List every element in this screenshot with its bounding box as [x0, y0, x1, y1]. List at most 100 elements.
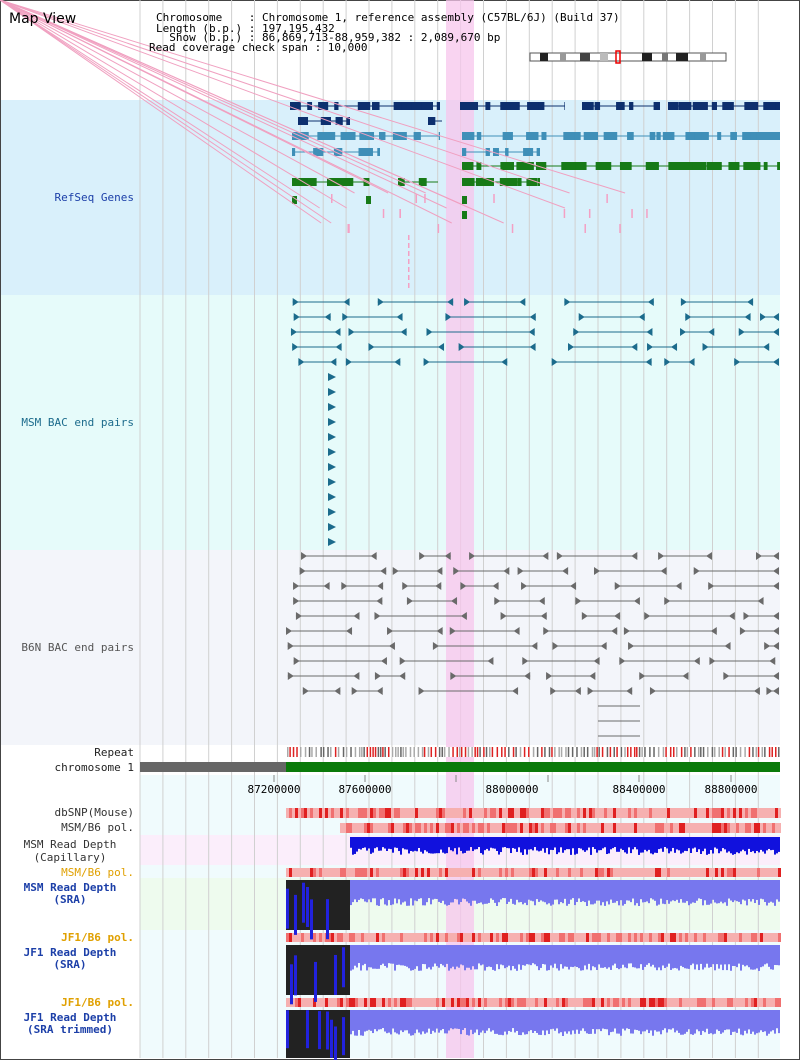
depth-bar — [592, 880, 594, 905]
polymorphism-bin — [766, 868, 769, 877]
bac-end-marker — [293, 582, 300, 590]
depth-bar — [374, 1010, 376, 1030]
track-label-jf1-b6-pol[interactable]: JF1/B6 pol. — [61, 931, 134, 944]
repeat-element — [778, 747, 780, 757]
depth-bar — [636, 837, 638, 850]
track-label-chromosome[interactable]: chromosome 1 — [54, 761, 134, 774]
track-label-dbsnp[interactable]: dbSNP(Mouse) — [54, 806, 134, 819]
depth-bar — [728, 1010, 730, 1030]
polymorphism-bin — [439, 868, 442, 877]
polymorphism-bin — [604, 933, 607, 942]
info-coverage-span: Read coverage check span : 10,000 — [149, 41, 368, 54]
repeat-element — [304, 747, 307, 757]
polymorphism-bin — [751, 808, 754, 818]
bac-end-marker — [531, 642, 538, 650]
depth-bar — [726, 1010, 728, 1030]
polymorphism-bin — [583, 998, 586, 1007]
track-label-msm-depth-cap[interactable]: MSM Read Depth — [23, 838, 117, 851]
polymorphism-bin — [760, 868, 763, 877]
info-length: Length (b.p.) : 197,195,432 — [156, 22, 335, 35]
depth-bar — [648, 945, 650, 964]
track-label-msm-b6-pol[interactable]: MSM/B6 pol. — [61, 821, 134, 834]
track-label-jf1-depth-sra[interactable]: JF1 Read Depth — [23, 946, 117, 959]
track-label-repeat[interactable]: Repeat — [94, 746, 134, 759]
polymorphism-bin — [406, 933, 409, 942]
depth-bar — [510, 837, 512, 854]
bac-end-marker — [538, 597, 545, 605]
depth-bar — [354, 880, 356, 900]
bac-end-marker — [680, 328, 687, 336]
depth-bar — [544, 1010, 546, 1036]
depth-bar — [526, 837, 528, 855]
polymorphism-bin — [610, 868, 613, 877]
depth-bar — [286, 888, 289, 929]
repeat-features[interactable] — [287, 747, 780, 757]
polymorphism-bin — [469, 998, 472, 1007]
bac-end-marker — [639, 672, 646, 680]
refseq-gene-features[interactable] — [0, 0, 780, 288]
gene-exon — [775, 102, 780, 110]
depth-bar — [388, 837, 390, 849]
polymorphism-bin — [760, 823, 763, 833]
pseudo-gene — [646, 209, 648, 218]
polymorphism-bin — [322, 808, 325, 818]
gene-exon — [462, 162, 474, 170]
depth-bar — [574, 880, 576, 906]
depth-bar — [764, 945, 766, 965]
track-label-jf1-b6-pol-2[interactable]: JF1/B6 pol. — [61, 996, 134, 1009]
track-label-refseq[interactable]: RefSeq Genes — [54, 191, 134, 204]
polymorphism-bin — [559, 933, 562, 942]
depth-bar — [590, 1010, 592, 1034]
gene-exon — [310, 178, 317, 186]
depth-bar — [600, 1010, 602, 1032]
polymorphism-bin — [295, 933, 298, 942]
bac-end-marker — [450, 672, 457, 680]
polymorphism-bin — [772, 823, 775, 833]
depth-bar — [362, 1010, 364, 1036]
depth-bar — [394, 945, 396, 971]
pseudo-gene — [493, 194, 495, 203]
bac-end-marker — [649, 687, 656, 695]
track-label-msm-b6-pol-2[interactable]: MSM/B6 pol. — [61, 866, 134, 879]
depth-bar — [574, 1010, 576, 1034]
repeat-element — [576, 747, 578, 757]
depth-bar — [546, 1010, 548, 1031]
track-label-msm-depth-sra[interactable]: MSM Read Depth — [23, 881, 117, 894]
polymorphism-bin — [718, 823, 721, 833]
b6n-bac-features[interactable] — [286, 552, 779, 737]
polymorphism-bin — [391, 933, 394, 942]
depth-bar — [560, 837, 562, 848]
depth-bar — [470, 945, 472, 970]
polymorphism-bin — [445, 933, 448, 942]
depth-bar — [532, 945, 534, 964]
bac-end-marker — [647, 343, 654, 351]
track-label-b6n-bac[interactable]: B6N BAC end pairs — [21, 641, 134, 654]
track-label-msm-bac[interactable]: MSM BAC end pairs — [21, 416, 134, 429]
repeat-element — [626, 747, 629, 757]
polymorphism-bin — [421, 868, 424, 877]
polymorphism-bin — [526, 933, 529, 942]
msm-bac-features[interactable] — [290, 298, 779, 546]
depth-bar — [438, 837, 440, 854]
gene-exon — [722, 102, 733, 110]
repeat-element — [322, 747, 325, 757]
polymorphism-bin — [409, 808, 412, 818]
depth-bar — [512, 1010, 514, 1029]
bac-end-marker — [773, 567, 779, 575]
track-label-jf1-depth-trim[interactable]: JF1 Read Depth — [23, 1011, 117, 1024]
depth-bar — [530, 880, 532, 901]
repeat-element — [345, 747, 348, 757]
chromosome-ideogram[interactable] — [529, 50, 727, 64]
polymorphism-bin — [646, 808, 649, 818]
polymorphism-bin — [634, 808, 637, 818]
depth-bar — [504, 1010, 506, 1032]
depth-bar — [610, 1010, 612, 1033]
gene-exon — [535, 162, 547, 170]
polymorphism-bin — [373, 868, 376, 877]
depth-bar — [756, 945, 758, 969]
depth-bar — [350, 945, 352, 971]
polymorphism-bin — [700, 823, 703, 833]
lower-data-tracks[interactable] — [286, 808, 781, 1060]
polymorphism-bin — [739, 823, 742, 833]
depth-bar — [520, 880, 522, 903]
